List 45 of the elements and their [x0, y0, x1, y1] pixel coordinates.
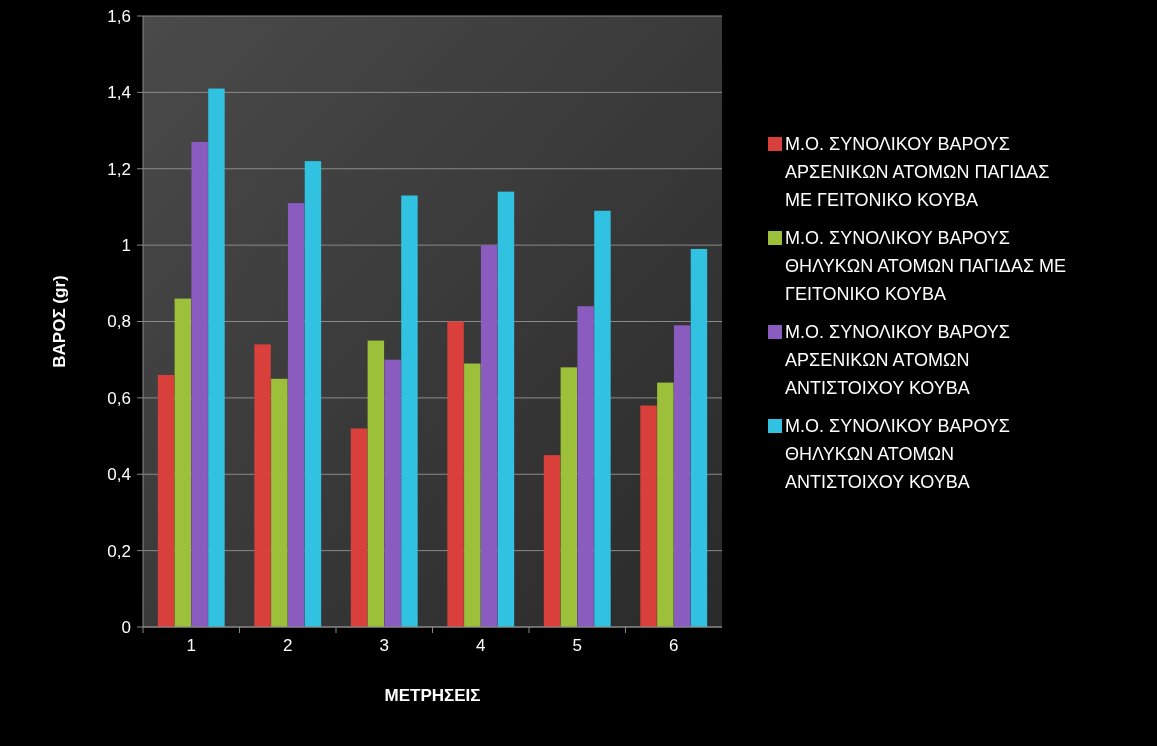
bar	[640, 405, 657, 627]
bar	[157, 374, 175, 627]
x-tick-label: 1	[186, 636, 196, 655]
bar	[464, 363, 481, 627]
legend-label: Μ.Ο. ΣΥΝΟΛΙΚΟΥ ΒΑΡΟΥΣ ΑΡΣΕΝΙΚΩΝ ΑΤΟΜΩΝ ΠΑΓΙΔΑΣ ΜΕ ΓΕΙΤΟΝΙΚΟ ΚΟΥΒΑ	[785, 134, 1050, 210]
bar	[208, 88, 225, 627]
bar	[174, 298, 192, 627]
bar	[287, 203, 305, 627]
bar	[350, 428, 368, 627]
bar	[657, 382, 674, 627]
y-axis-title: ΒΑΡΟΣ (gr)	[50, 275, 69, 368]
y-tick-label: 1,2	[107, 159, 131, 179]
bar	[254, 344, 271, 627]
x-tick-label: 3	[379, 636, 389, 655]
y-tick-label: 0,4	[107, 465, 131, 485]
bar	[560, 367, 578, 627]
bar	[543, 455, 561, 627]
x-tick-label: 6	[669, 636, 679, 655]
x-tick-label: 2	[283, 636, 293, 655]
y-tick-label: 0,2	[107, 541, 131, 561]
bar	[690, 248, 708, 627]
bar	[447, 321, 464, 627]
bar	[367, 340, 385, 627]
bar	[497, 191, 515, 627]
x-tick-label: 4	[476, 636, 486, 655]
bar	[384, 359, 401, 627]
y-tick-label: 1,6	[107, 6, 131, 26]
y-tick-label: 1,4	[107, 83, 131, 103]
y-tick-label: 0,8	[107, 312, 131, 332]
x-axis-title: ΜΕΤΡΗΣΕΙΣ	[384, 686, 481, 705]
bar	[401, 195, 418, 627]
legend-label: Μ.Ο. ΣΥΝΟΛΙΚΟΥ ΒΑΡΟΥΣ ΘΗΛΥΚΩΝ ΑΤΟΜΩΝ ΑΝΤΙΣΤΟΙΧΟΥ ΚΟΥΒΑ	[785, 416, 1010, 492]
y-tick-label: 0	[121, 617, 131, 637]
x-tick-label: 5	[572, 636, 582, 655]
legend-label: Μ.Ο. ΣΥΝΟΛΙΚΟΥ ΒΑΡΟΥΣ ΑΡΣΕΝΙΚΩΝ ΑΤΟΜΩΝ ΑΝΤΙΣΤΟΙΧΟΥ ΚΟΥΒΑ	[785, 322, 1010, 398]
bar	[594, 210, 611, 627]
legend-label: Μ.Ο. ΣΥΝΟΛΙΚΟΥ ΒΑΡΟΥΣ ΘΗΛΥΚΩΝ ΑΤΟΜΩΝ ΠΑΓΙΔΑΣ ΜΕ ΓΕΙΤΟΝΙΚΟ ΚΟΥΒΑ	[785, 228, 1067, 304]
bar	[191, 142, 208, 627]
y-tick-label: 0,6	[107, 388, 131, 408]
bar	[304, 161, 322, 627]
bar	[673, 325, 691, 627]
y-tick-label: 1	[121, 236, 131, 256]
bar	[271, 378, 288, 627]
bar	[577, 306, 594, 627]
bar	[480, 245, 498, 627]
